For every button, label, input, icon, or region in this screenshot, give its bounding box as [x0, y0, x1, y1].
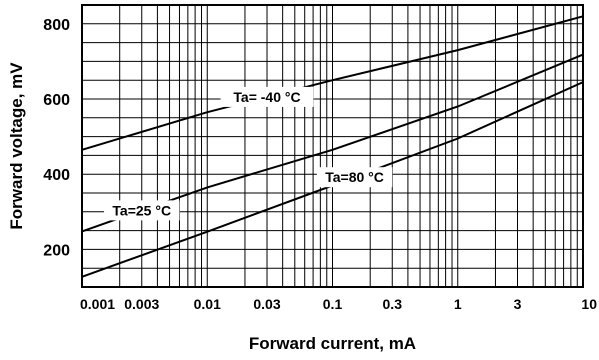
x-tick-label: 10: [581, 296, 597, 312]
x-tick-label: 0.003: [124, 296, 159, 312]
x-tick-labels: 0.001 0.003 0.01 0.03 0.1 0.3 1 3 10: [80, 296, 597, 312]
x-tick-label: 0.3: [383, 296, 403, 312]
y-tick-label: 400: [43, 167, 70, 184]
y-tick-labels: 200 400 600 800: [43, 17, 70, 260]
x-tick-label: 0.1: [323, 296, 343, 312]
plot-frame: [81, 4, 584, 288]
x-axis-title: Forward current, mA: [249, 334, 416, 353]
series-label-0: Ta= -40 °C: [233, 89, 300, 105]
x-tick-label: 0.01: [194, 296, 221, 312]
y-axis-title: Forward voltage, mV: [7, 62, 26, 230]
series-label-bg-2: [316, 167, 393, 188]
y-tick-label: 200: [43, 242, 70, 259]
series-label-bg-1: [104, 200, 180, 221]
series-label-bg-0: [220, 86, 314, 107]
y-tick-label: 600: [43, 92, 70, 109]
series-line-0: [81, 15, 584, 151]
series-label-2: Ta=80 °C: [325, 169, 384, 185]
x-tick-label: 3: [514, 296, 522, 312]
x-tick-label: 1: [454, 296, 462, 312]
x-tick-label: 0.001: [80, 296, 115, 312]
y-tick-label: 800: [43, 17, 70, 34]
grid: [82, 5, 583, 287]
x-tick-label: 0.03: [253, 296, 280, 312]
series-labels: Ta= -40 °C Ta=25 °C Ta=80 °C: [104, 86, 393, 221]
series-label-1: Ta=25 °C: [112, 202, 171, 218]
